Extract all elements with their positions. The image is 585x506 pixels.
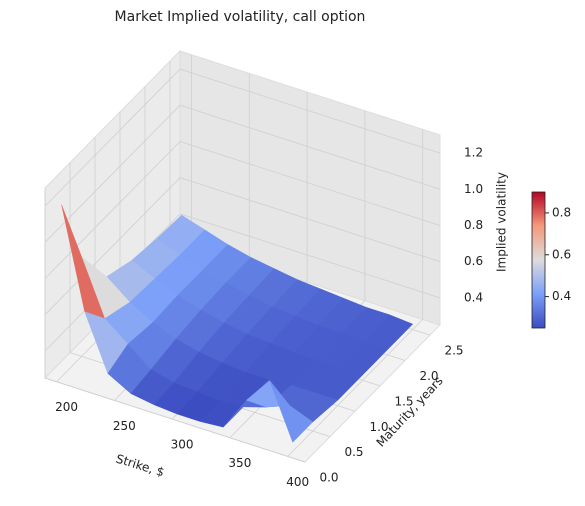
grid-line <box>179 104 441 190</box>
grid-line <box>287 319 423 457</box>
chart-title: Market Implied volatility, call option <box>115 9 366 25</box>
grid-line <box>179 177 441 263</box>
z-tick-label: 1.0 <box>464 182 483 196</box>
colorbar-tick-label: 0.8 <box>552 205 571 219</box>
grid-line <box>44 68 181 207</box>
x-tick-label: 250 <box>113 419 136 433</box>
grid-line <box>44 377 306 463</box>
grid-line <box>44 141 181 279</box>
y-tick-label: 1.5 <box>394 394 413 408</box>
y-tick-label: 2.5 <box>444 344 463 358</box>
x-tick-label: 300 <box>171 438 194 452</box>
z-tick-label: 0.4 <box>464 290 483 304</box>
surface-patch <box>269 380 314 443</box>
y-tick-label: 2.0 <box>419 369 438 383</box>
z-tick-label: 0.6 <box>464 254 483 268</box>
x-tick-label: 350 <box>228 456 251 470</box>
x-tick-label: 400 <box>286 475 309 489</box>
y-tick-label: 1.0 <box>369 420 388 434</box>
grid-line <box>179 213 441 299</box>
y-tick-label: 0.5 <box>344 445 363 459</box>
grid-line <box>44 177 181 315</box>
y-tick-label: 0.0 <box>319 471 338 485</box>
colorbar-tick-label: 0.4 <box>552 289 571 303</box>
z-tick-label: 0.8 <box>464 218 483 232</box>
grid-line <box>179 68 441 154</box>
grid-line <box>179 141 441 226</box>
x-tick-label: 200 <box>55 400 78 414</box>
colorbar <box>531 191 546 329</box>
colorbar-tick-label: 0.6 <box>552 247 571 261</box>
y-axis-label: Maturity, years <box>374 374 446 450</box>
z-tick-label: 1.2 <box>464 146 483 160</box>
x-axis-label: Strike, $ <box>114 452 166 480</box>
z-axis-label: Implied volatility <box>495 172 509 272</box>
